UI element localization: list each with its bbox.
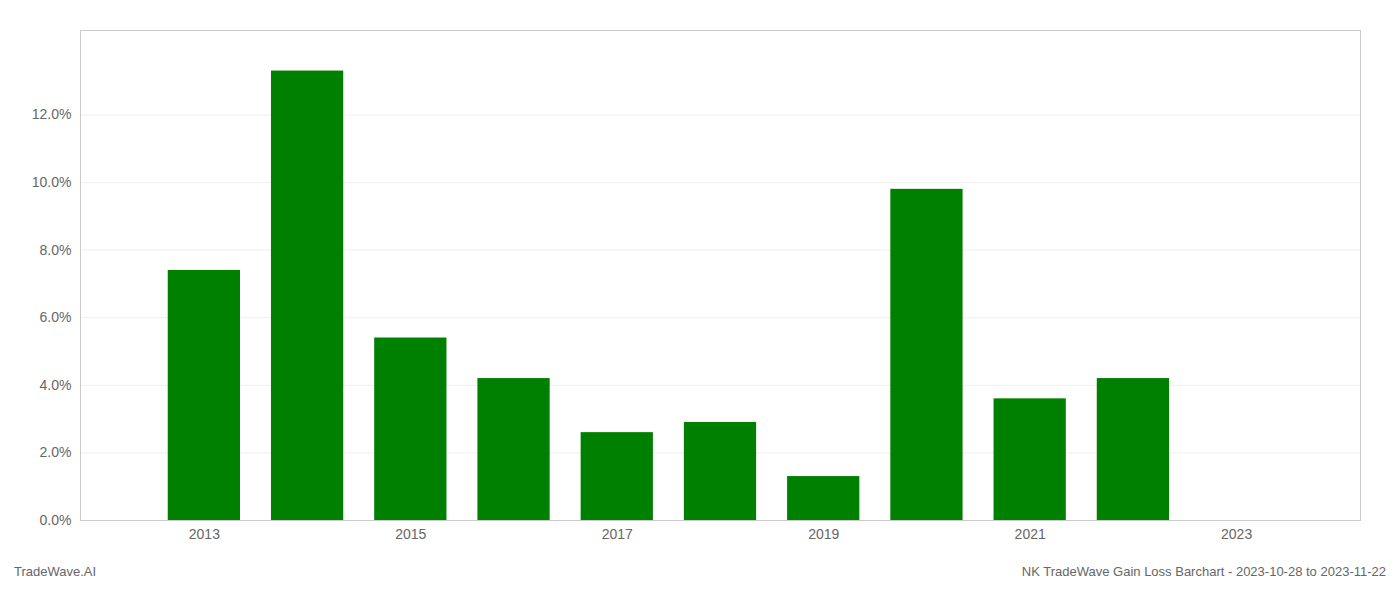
- svg-text:6.0%: 6.0%: [40, 309, 72, 325]
- svg-text:10.0%: 10.0%: [32, 174, 72, 190]
- svg-text:2013: 2013: [189, 526, 220, 542]
- svg-text:4.0%: 4.0%: [40, 377, 72, 393]
- svg-text:2021: 2021: [1015, 526, 1046, 542]
- svg-text:2015: 2015: [395, 526, 426, 542]
- svg-text:12.0%: 12.0%: [32, 106, 72, 122]
- svg-text:2019: 2019: [808, 526, 839, 542]
- html-text:NK TradeWave Gain Loss Barchar: NK TradeWave Gain Loss Barchart - 2023-1…: [1021, 564, 1386, 579]
- svg-text:2023: 2023: [1221, 526, 1252, 542]
- svg-text:2017: 2017: [602, 526, 633, 542]
- svg-text:8.0%: 8.0%: [40, 242, 72, 258]
- html-text:TradeWave.AI: TradeWave.AI: [14, 564, 97, 579]
- svg-text:2.0%: 2.0%: [40, 444, 72, 460]
- svg-text:0.0%: 0.0%: [40, 512, 72, 528]
